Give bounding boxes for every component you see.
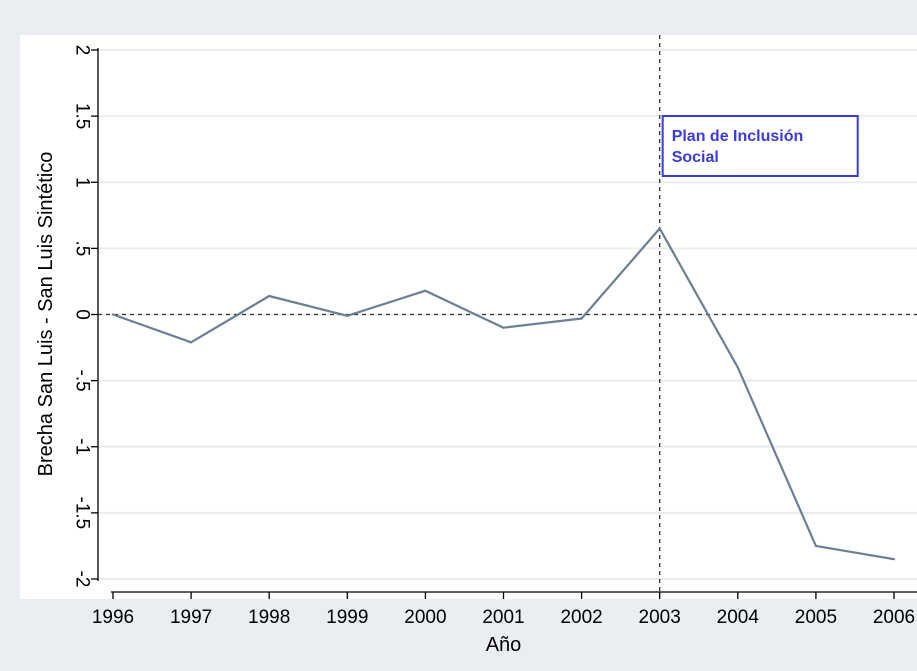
y-tick-label: -1.5	[72, 497, 93, 530]
x-tick-label: 1996	[92, 607, 134, 628]
y-axis-title: Brecha San Luis - San Luis Sintético	[35, 152, 57, 477]
data-point	[111, 313, 115, 316]
x-tick-label: 2002	[560, 607, 602, 628]
x-tick-label: 2003	[639, 607, 681, 628]
series	[111, 227, 896, 561]
y-tick-label: -2	[72, 571, 93, 588]
y-tick-label: -.5	[72, 370, 93, 392]
y-tick-label: 2	[72, 45, 93, 56]
x-tick-label: 2005	[795, 607, 837, 628]
data-point	[736, 366, 739, 369]
x-tick-label: 1997	[170, 607, 212, 628]
data-point	[658, 227, 661, 230]
y-tick-label: 1	[72, 177, 93, 188]
x-tick-label: 2004	[717, 607, 760, 628]
data-point	[268, 294, 271, 298]
data-point	[424, 289, 427, 292]
x-tick-label: 1998	[248, 607, 290, 628]
annotation-box	[661, 115, 859, 177]
x-tick-label: 2006	[873, 607, 915, 628]
y-tick-label: .5	[72, 240, 93, 256]
data-point	[502, 326, 505, 329]
x-tick-label: 2001	[482, 607, 524, 628]
annotation: Plan de Inclusión Social	[661, 115, 859, 177]
data-point	[190, 341, 193, 344]
x-tick-label: 2000	[404, 607, 446, 628]
reference-lines	[98, 35, 917, 592]
x-tick-label: 1999	[326, 607, 368, 628]
annotation-text-line: Social	[672, 149, 719, 166]
data-point	[580, 317, 583, 320]
data-point	[814, 544, 818, 548]
y-tick-label: 0	[72, 309, 93, 320]
data-point	[892, 558, 896, 561]
y-tick-label: -1	[72, 438, 93, 455]
x-axis-title: Año	[486, 634, 522, 656]
data-point	[346, 314, 349, 317]
y-tick-label: 1.5	[72, 103, 93, 129]
annotation-text-line: Plan de Inclusión	[672, 128, 804, 145]
